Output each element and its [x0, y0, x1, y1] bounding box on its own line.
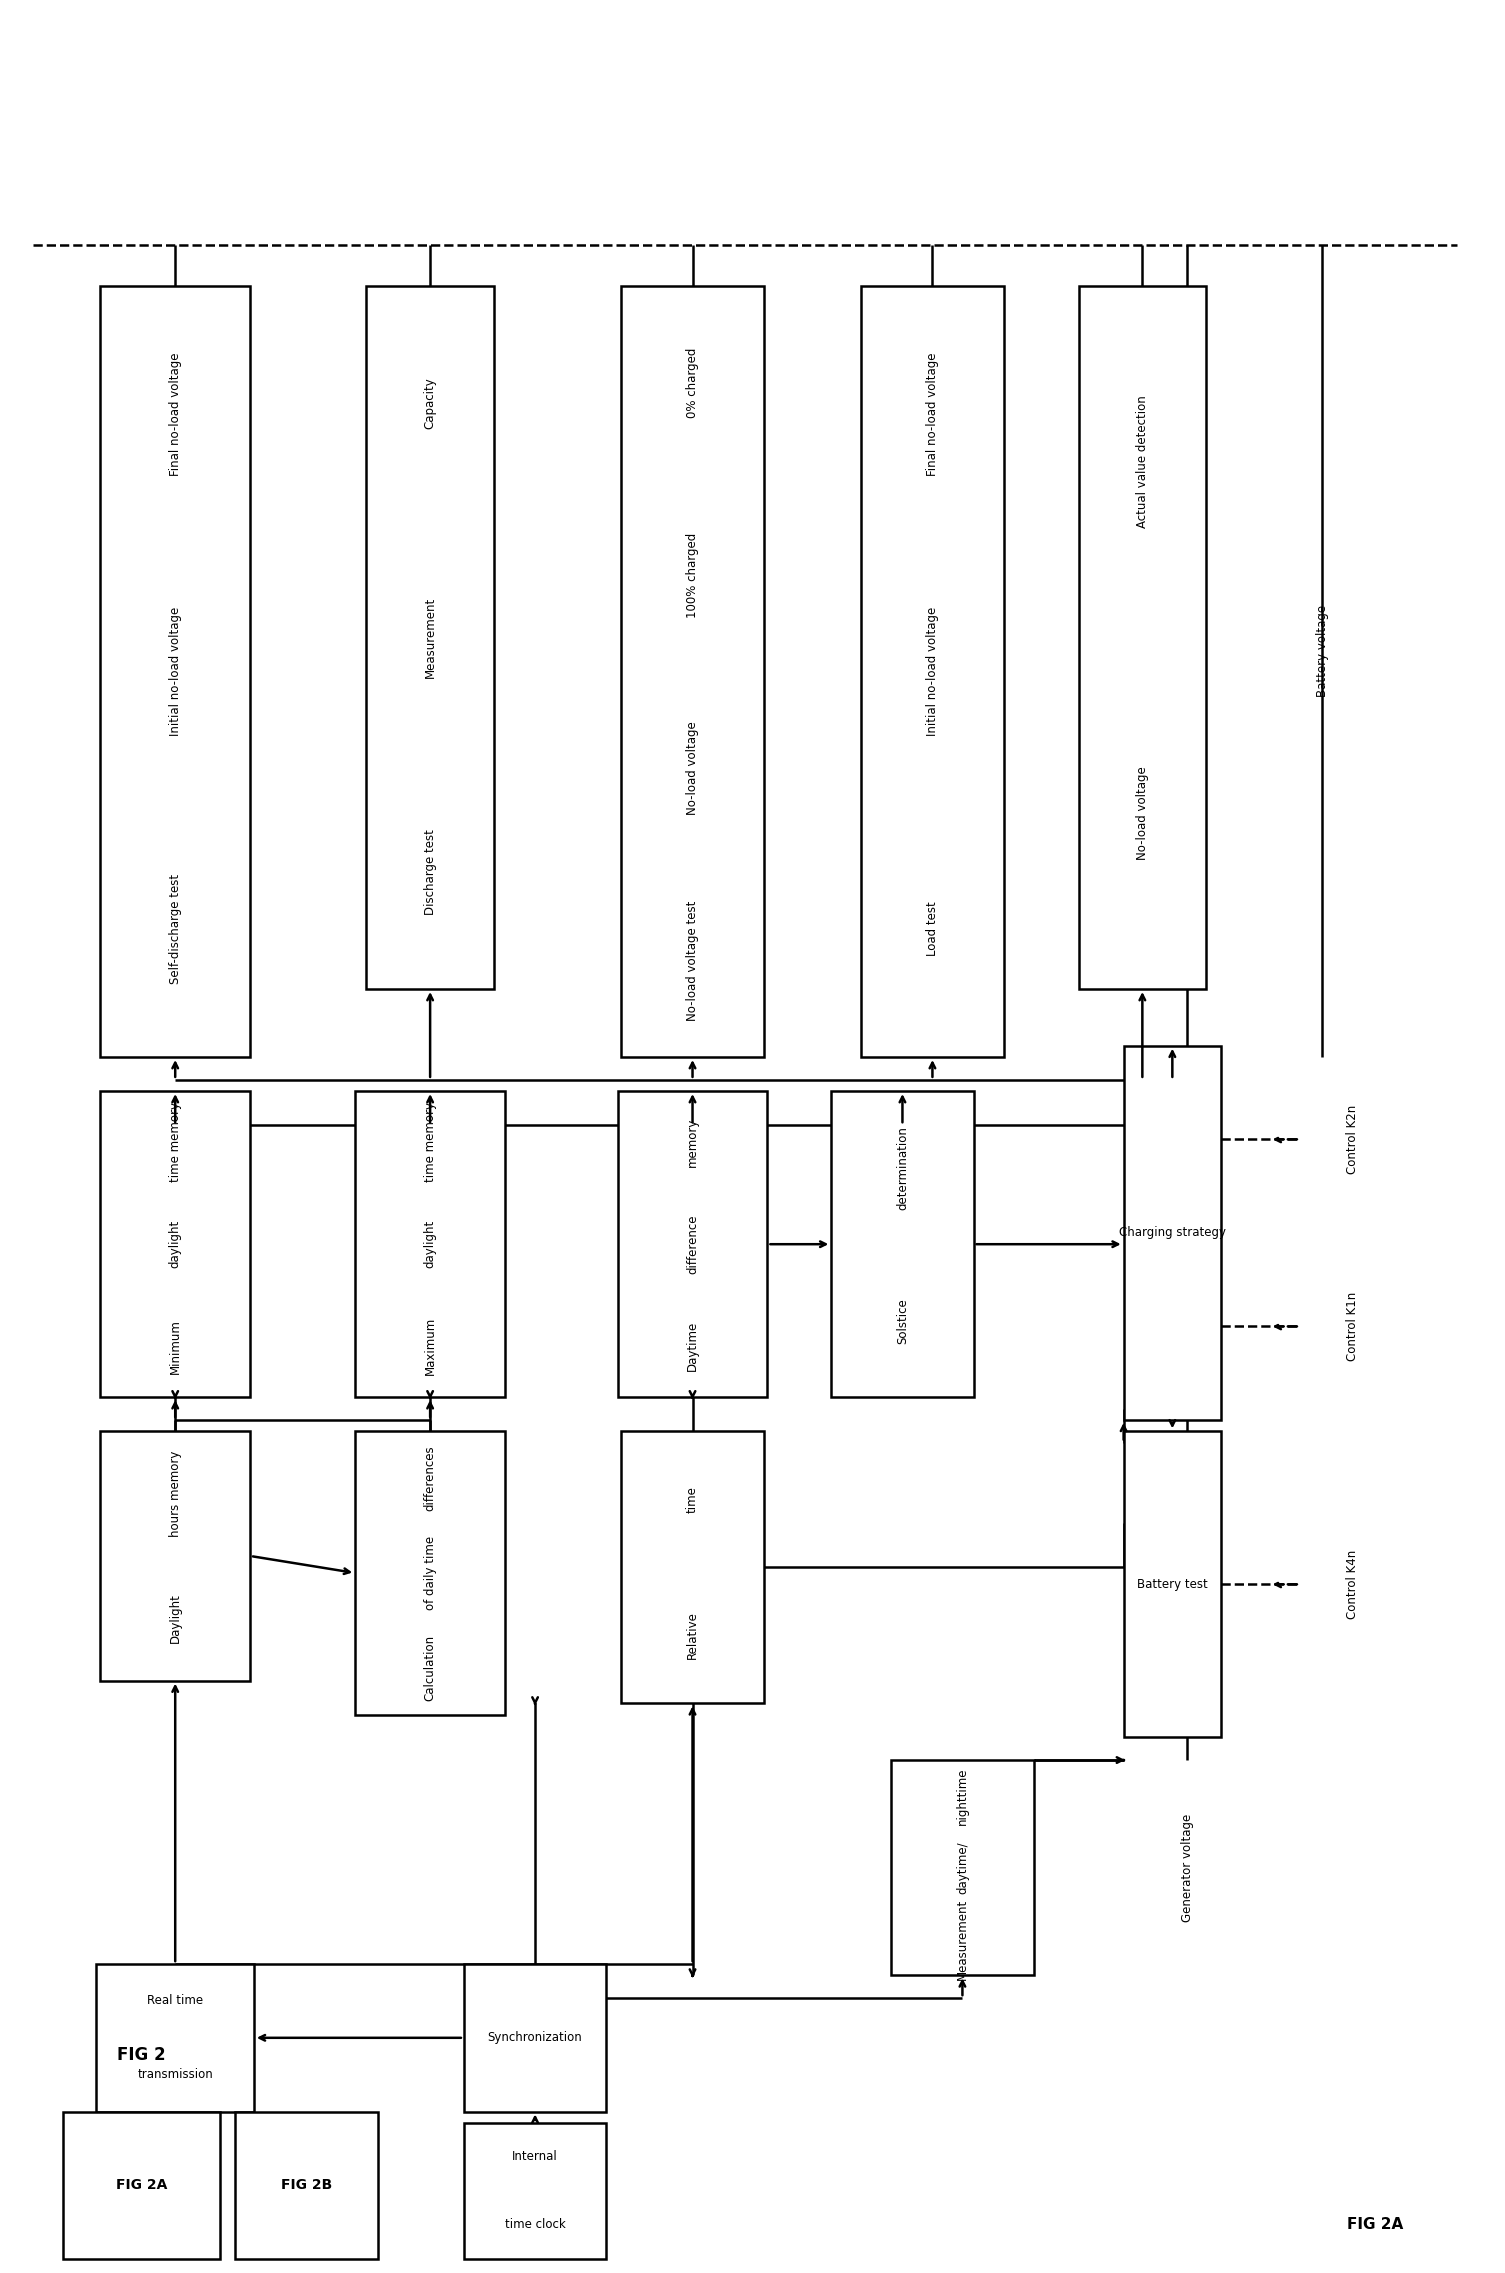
Text: FIG 2A: FIG 2A — [1347, 2218, 1403, 2232]
Bar — [1124, 1046, 1221, 1421]
Text: nighttime: nighttime — [956, 1766, 969, 1825]
Text: Measurement: Measurement — [423, 598, 436, 677]
Text: Calculation: Calculation — [423, 1634, 436, 1700]
Text: No-load voltage: No-load voltage — [686, 721, 698, 816]
Text: FIG 2A: FIG 2A — [116, 2178, 167, 2191]
Text: Load test: Load test — [926, 902, 939, 957]
Text: 0% charged: 0% charged — [686, 348, 698, 418]
Bar — [235, 2112, 378, 2259]
Text: Relative: Relative — [686, 1612, 698, 1659]
Text: transmission: transmission — [137, 2068, 214, 2082]
Text: time: time — [686, 1487, 698, 1514]
Text: Measurement: Measurement — [956, 1898, 969, 1980]
Bar — [617, 1091, 768, 1398]
Text: Real time: Real time — [147, 1993, 203, 2007]
Bar — [622, 286, 763, 1057]
Bar — [464, 1964, 607, 2112]
Text: Capacity: Capacity — [423, 377, 436, 430]
Text: Generator voltage: Generator voltage — [1181, 1814, 1193, 1923]
Text: Final no-load voltage: Final no-load voltage — [169, 352, 182, 477]
Text: 100% charged: 100% charged — [686, 532, 698, 618]
Text: Synchronization: Synchronization — [488, 2032, 582, 2043]
Text: memory: memory — [686, 1118, 698, 1166]
Text: Discharge test: Discharge test — [423, 830, 436, 916]
Bar — [831, 1091, 974, 1398]
Bar — [101, 1432, 250, 1680]
Bar — [366, 286, 494, 989]
Bar — [1124, 1432, 1221, 1737]
Text: FIG 2: FIG 2 — [117, 2046, 166, 2064]
Text: Control K1n: Control K1n — [1345, 1291, 1359, 1362]
Text: Battery test: Battery test — [1136, 1577, 1207, 1591]
Text: Control K4n: Control K4n — [1345, 1550, 1359, 1618]
Text: Final no-load voltage: Final no-load voltage — [926, 352, 939, 477]
Bar — [101, 1091, 250, 1398]
Text: time memory: time memory — [169, 1102, 182, 1182]
Text: Self-discharge test: Self-discharge test — [169, 873, 182, 984]
Text: time memory: time memory — [423, 1102, 436, 1182]
Text: differences: differences — [423, 1446, 436, 1512]
Bar — [355, 1091, 506, 1398]
Bar — [101, 286, 250, 1057]
Bar — [355, 1432, 506, 1714]
Text: Minimum: Minimum — [169, 1318, 182, 1373]
Text: Maximum: Maximum — [423, 1316, 436, 1375]
Bar — [1079, 286, 1206, 989]
Text: Initial no-load voltage: Initial no-load voltage — [169, 607, 182, 736]
Bar — [622, 1432, 763, 1702]
Bar — [63, 2112, 220, 2259]
Text: Internal: Internal — [512, 2150, 558, 2164]
Text: Actual value detection: Actual value detection — [1136, 396, 1148, 527]
Text: Charging strategy: Charging strategy — [1118, 1227, 1227, 1239]
Text: Daylight: Daylight — [169, 1593, 182, 1643]
Text: Battery voltage: Battery voltage — [1315, 605, 1329, 698]
Text: daytime/: daytime/ — [956, 1841, 969, 1893]
Bar — [464, 2123, 607, 2259]
Text: daylight: daylight — [423, 1221, 436, 1268]
Text: daylight: daylight — [169, 1221, 182, 1268]
Bar — [891, 1759, 1034, 1975]
Text: No-load voltage: No-load voltage — [1136, 766, 1148, 859]
Text: FIG 2B: FIG 2B — [281, 2178, 333, 2191]
Text: No-load voltage test: No-load voltage test — [686, 900, 698, 1021]
Text: of daily time: of daily time — [423, 1537, 436, 1609]
Text: Initial no-load voltage: Initial no-load voltage — [926, 607, 939, 736]
Bar — [861, 286, 1004, 1057]
Text: Solstice: Solstice — [895, 1298, 909, 1343]
Text: Daytime: Daytime — [686, 1321, 698, 1371]
Text: determination: determination — [895, 1125, 909, 1209]
Text: difference: difference — [686, 1214, 698, 1273]
Text: hours memory: hours memory — [169, 1450, 182, 1537]
Bar — [96, 1964, 254, 2112]
Text: time clock: time clock — [504, 2218, 566, 2232]
Text: Control K2n: Control K2n — [1345, 1105, 1359, 1173]
